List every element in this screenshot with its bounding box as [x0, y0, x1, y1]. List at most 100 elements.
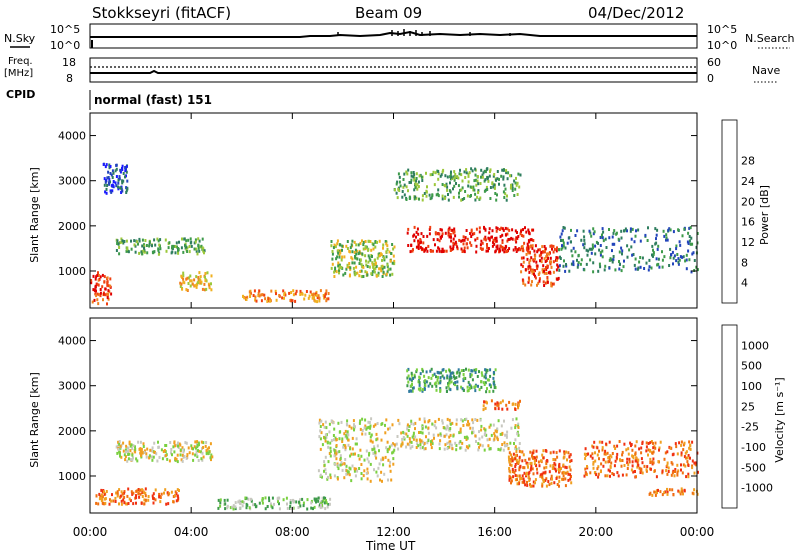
velocity-cell: [627, 463, 630, 467]
velocity-cell: [176, 488, 179, 492]
power-cell: [446, 185, 449, 189]
velocity-cell: [123, 453, 126, 457]
velocity-cell: [359, 427, 362, 431]
velocity-cell: [466, 423, 469, 427]
velocity-cell: [583, 452, 586, 456]
velocity-cell: [363, 458, 366, 462]
power-cell: [92, 288, 95, 292]
nsearch-tick-top: 10^5: [707, 23, 737, 36]
velocity-cell: [427, 439, 430, 443]
velocity-cell: [416, 442, 419, 446]
velocity-cell: [482, 381, 485, 385]
velocity-cell: [339, 454, 342, 458]
power-cell: [330, 266, 333, 270]
velocity-cell: [562, 463, 565, 467]
power-cell: [551, 247, 553, 251]
velocity-cell: [466, 436, 469, 440]
power-cell: [125, 165, 128, 169]
power-cell: [540, 250, 543, 254]
power-ytick-label: 1000: [58, 265, 86, 278]
power-cell: [477, 191, 480, 194]
velocity-cell: [517, 426, 520, 429]
power-cell: [372, 265, 375, 269]
velocity-cell: [507, 447, 510, 451]
power-cell: [110, 190, 113, 194]
velocity-cell: [522, 477, 525, 481]
velocity-cell: [676, 452, 679, 456]
power-cell: [492, 238, 495, 242]
velocity-cell: [445, 390, 448, 393]
power-cell: [327, 292, 330, 295]
velocity-cell: [443, 447, 446, 451]
velocity-cell: [376, 437, 379, 441]
velocity-cell: [219, 498, 222, 502]
power-cell: [167, 246, 170, 250]
x-tick-label: 00:00: [680, 525, 715, 539]
power-cell: [658, 265, 661, 269]
velocity-cell: [693, 471, 696, 475]
velocity-cell: [666, 487, 668, 491]
velocity-cell: [549, 451, 552, 455]
velocity-cell: [200, 440, 203, 444]
velocity-cell: [532, 480, 535, 484]
velocity-cell: [448, 381, 451, 385]
power-cell: [118, 175, 121, 179]
power-cell: [140, 250, 143, 254]
power-cell: [103, 183, 106, 187]
velocity-cell: [691, 466, 694, 470]
velocity-cell: [596, 453, 599, 457]
power-cell: [386, 244, 389, 248]
power-cell: [476, 175, 479, 178]
power-cell: [369, 258, 372, 262]
power-cell: [507, 171, 510, 175]
power-cell: [692, 251, 695, 255]
velocity-cell: [323, 501, 326, 505]
velocity-cell: [378, 462, 381, 466]
velocity-colorbar-tick: 500: [741, 360, 762, 373]
power-cell: [633, 263, 636, 267]
power-cell: [275, 292, 277, 296]
power-cell: [308, 294, 311, 298]
power-cell: [626, 255, 629, 259]
power-cell: [175, 241, 178, 245]
velocity-cell: [484, 373, 487, 377]
velocity-cell: [128, 497, 131, 501]
power-cell: [440, 250, 443, 254]
power-cell: [530, 256, 533, 260]
power-cell: [496, 247, 499, 251]
velocity-cell: [194, 440, 197, 444]
velocity-cell: [134, 447, 137, 451]
velocity-cell: [313, 505, 316, 509]
velocity-cell: [436, 378, 439, 382]
power-cell: [204, 272, 207, 275]
velocity-cell: [451, 421, 454, 425]
power-cell: [399, 184, 402, 188]
velocity-cell: [486, 401, 488, 405]
velocity-cell: [616, 452, 619, 456]
velocity-cell: [459, 427, 462, 431]
power-cell: [203, 288, 206, 292]
power-cell: [615, 232, 618, 236]
power-cell: [536, 264, 539, 268]
velocity-cell: [333, 454, 336, 458]
power-cell: [543, 269, 545, 273]
power-cell: [455, 242, 458, 246]
velocity-cell: [448, 378, 451, 382]
power-cell: [108, 182, 111, 186]
power-cell: [483, 169, 486, 173]
power-cell: [688, 258, 691, 262]
power-cell: [469, 232, 472, 235]
power-cell: [458, 238, 461, 242]
velocity-cell: [689, 447, 692, 451]
power-cell: [522, 256, 525, 260]
velocity-cell: [651, 493, 654, 497]
velocity-cell: [261, 501, 264, 505]
power-cell: [471, 169, 474, 173]
velocity-cell: [97, 502, 100, 506]
power-cell: [315, 293, 318, 297]
velocity-cell: [553, 461, 556, 465]
velocity-cell: [667, 466, 670, 470]
velocity-cell: [328, 430, 331, 434]
power-cell: [374, 266, 377, 270]
velocity-cell: [229, 506, 232, 510]
